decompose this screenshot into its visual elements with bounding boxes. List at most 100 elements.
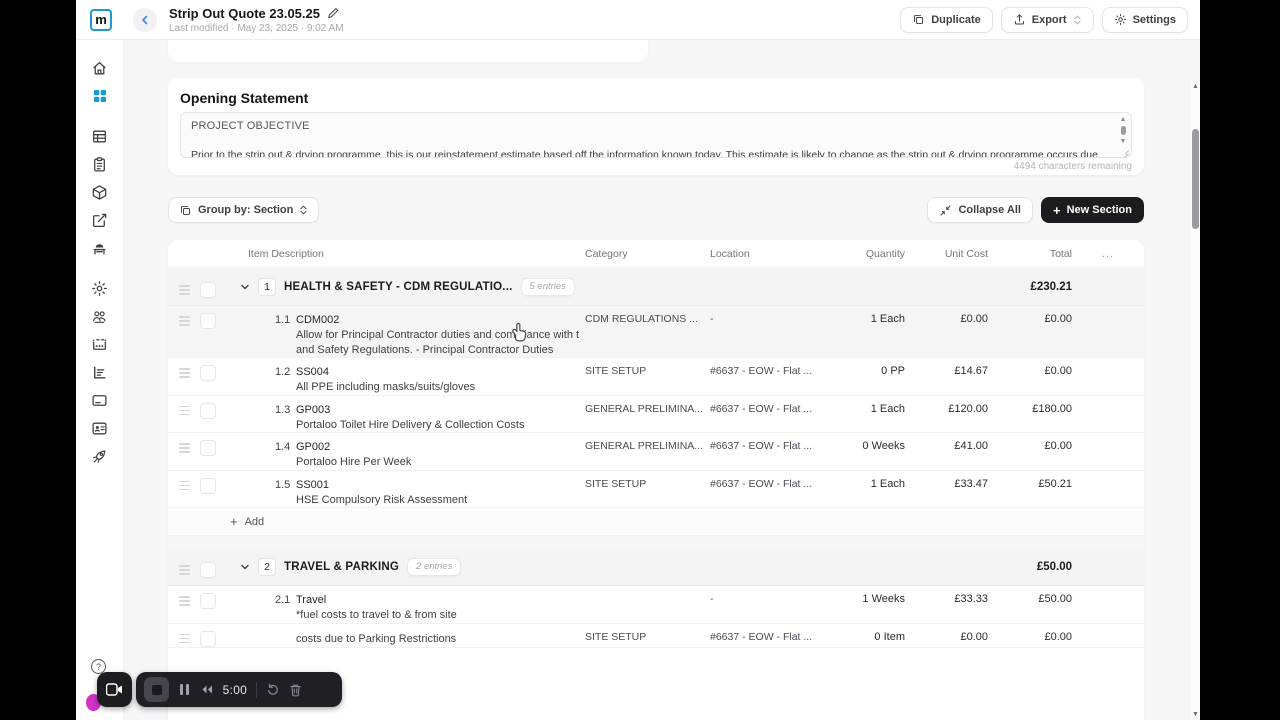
group-by-select[interactable]: Group by: Section (168, 197, 320, 223)
back-button[interactable] (133, 7, 157, 32)
drag-handle-icon[interactable] (176, 365, 193, 395)
plus-icon: + (1053, 202, 1061, 218)
item-description: Portaloo Toilet Hire Delivery & Collecti… (296, 418, 585, 433)
sidebar-item-tables[interactable] (86, 122, 114, 150)
table-row[interactable]: 1.4 GP002 Portaloo Hire Per Week GENERAL PR… (168, 433, 1144, 471)
item-number: 1.4 (275, 441, 291, 453)
opening-statement-card: Opening Statement PROJECT OBJECTIVE Prio… (168, 78, 1144, 175)
collapse-all-button[interactable]: Collapse All (927, 197, 1033, 223)
resize-handle-icon[interactable] (1121, 147, 1129, 155)
sidebar-item-dashboard[interactable] (86, 82, 114, 110)
row-checkbox[interactable] (200, 630, 216, 647)
row-checkbox[interactable] (200, 402, 216, 419)
quantity-cell: 1 Weeks (862, 593, 905, 605)
drag-handle-icon[interactable] (176, 440, 193, 470)
drag-handle-icon[interactable] (176, 593, 193, 623)
row-menu[interactable] (1072, 396, 1144, 433)
app-logo[interactable]: m (90, 8, 112, 31)
divider (256, 681, 258, 698)
page-scrollbar[interactable]: ▲ ▼ (1189, 81, 1200, 720)
sidebar-item-team[interactable] (86, 302, 114, 330)
export-button[interactable]: Export (1000, 6, 1094, 33)
opening-statement-textarea[interactable]: PROJECT OBJECTIVE Prior to the strip out… (180, 112, 1132, 158)
sidebar-item-launch[interactable] (86, 442, 114, 470)
row-checkbox[interactable] (200, 365, 216, 381)
sidebar-item-compose[interactable] (86, 206, 114, 234)
section-row[interactable]: 2 TRAVEL & PARKING 2 entries £50.00 (168, 548, 1144, 586)
drag-handle-icon[interactable] (176, 631, 193, 647)
pause-button[interactable] (178, 682, 191, 697)
duplicate-button[interactable]: Duplicate (900, 6, 993, 33)
drag-cell (168, 471, 200, 508)
sidebar-item-contacts[interactable] (86, 414, 114, 442)
scrollbar-up-icon[interactable]: ▲ (1192, 83, 1199, 90)
row-menu[interactable] (1072, 624, 1144, 647)
drag-handle-icon[interactable] (176, 313, 193, 357)
help-button[interactable]: ? (91, 659, 106, 674)
rewind-icon (202, 685, 212, 694)
total-cell: £0.00 (1044, 440, 1072, 452)
sidebar-item-products[interactable] (86, 178, 114, 206)
row-menu[interactable] (1072, 306, 1144, 357)
item-code: SS004 (296, 366, 330, 378)
quantity-cell: 1 Each (870, 402, 905, 415)
table-row[interactable]: 1.2 SS004 All PPE including masks/suits/gl… (168, 358, 1144, 396)
table-row[interactable]: 1.5 SS001 HSE Compulsory Risk Assessment SI… (168, 470, 1144, 508)
settings-button[interactable]: Settings (1101, 6, 1188, 33)
table-row[interactable]: costs due to Parking Restrictions SITE SE… (168, 623, 1144, 648)
rewind-button[interactable] (200, 684, 214, 695)
textarea-scrollbar: ▲ ▼ (1118, 116, 1128, 154)
scroll-thumb[interactable] (1120, 126, 1126, 135)
row-menu[interactable] (1072, 358, 1144, 395)
sidebar-item-billing[interactable] (86, 386, 114, 414)
scroll-up-icon[interactable]: ▲ (1119, 116, 1127, 123)
cube-icon (92, 184, 107, 200)
scroll-down-icon[interactable]: ▼ (1119, 138, 1127, 145)
row-menu[interactable] (1072, 586, 1144, 623)
sidebar-item-reports[interactable] (86, 358, 114, 386)
row-checkbox[interactable] (200, 282, 216, 298)
item-description-cell: 1.4 GP002 Portaloo Hire Per Week (230, 433, 585, 470)
drag-handle-icon[interactable] (176, 403, 193, 433)
table-row[interactable]: 2.1 Travel *fuel costs to travel to & from… (168, 586, 1144, 624)
row-checkbox[interactable] (200, 313, 216, 329)
scrollbar-thumb[interactable] (1192, 129, 1199, 229)
item-code-line: 1.3 GP003 (275, 403, 585, 417)
unit-cost-cell: £33.47 (954, 477, 988, 490)
restart-recording-button[interactable] (266, 683, 280, 697)
stop-recording-button[interactable] (144, 677, 169, 702)
table-row[interactable]: 1.1 CDM002 Allow for Principal Contractor … (168, 306, 1144, 358)
chevron-down-icon[interactable] (240, 282, 250, 292)
new-section-button[interactable]: + New Section (1041, 197, 1144, 223)
delete-recording-button[interactable] (289, 683, 302, 697)
scrollbar-down-icon[interactable]: ▼ (1192, 711, 1199, 718)
row-checkbox[interactable] (200, 593, 216, 609)
location-cell: - (710, 313, 714, 325)
drag-cell (168, 624, 200, 647)
camera-bubble[interactable] (97, 672, 132, 707)
category-cell (585, 586, 710, 623)
row-checkbox[interactable] (200, 440, 216, 456)
chevron-down-icon[interactable] (240, 562, 250, 572)
sidebar-item-settings[interactable] (86, 274, 114, 302)
sidebar-item-clipboard[interactable] (86, 150, 114, 178)
total-cell: £0.00 (1044, 365, 1072, 377)
sidebar-item-home[interactable] (86, 54, 114, 82)
section-row[interactable]: 1 HEALTH & SAFETY - CDM REGULATIO... 5 ent… (168, 268, 1144, 306)
characters-remaining: 4494 characters remaining (1013, 161, 1132, 172)
item-description-cell: 1.2 SS004 All PPE including masks/suits/gl… (230, 358, 585, 395)
edit-pencil-icon[interactable] (326, 7, 339, 20)
sidebar-item-bench[interactable] (86, 234, 114, 262)
row-checkbox[interactable] (200, 477, 216, 494)
table-menu-ellipsis[interactable]: ... (1101, 247, 1115, 260)
row-menu[interactable] (1072, 471, 1144, 508)
drag-handle-icon[interactable] (176, 478, 193, 508)
sidebar-item-forms[interactable] (86, 330, 114, 358)
table-row[interactable]: 1.3 GP003 Portaloo Toilet Hire Delivery & … (168, 395, 1144, 433)
drag-handle-icon[interactable] (176, 562, 193, 578)
row-checkbox[interactable] (200, 562, 216, 578)
add-item-button[interactable]: + Add (230, 514, 264, 529)
drag-handle-icon[interactable] (176, 282, 193, 298)
row-menu[interactable] (1072, 433, 1144, 470)
settings-label: Settings (1132, 13, 1176, 26)
